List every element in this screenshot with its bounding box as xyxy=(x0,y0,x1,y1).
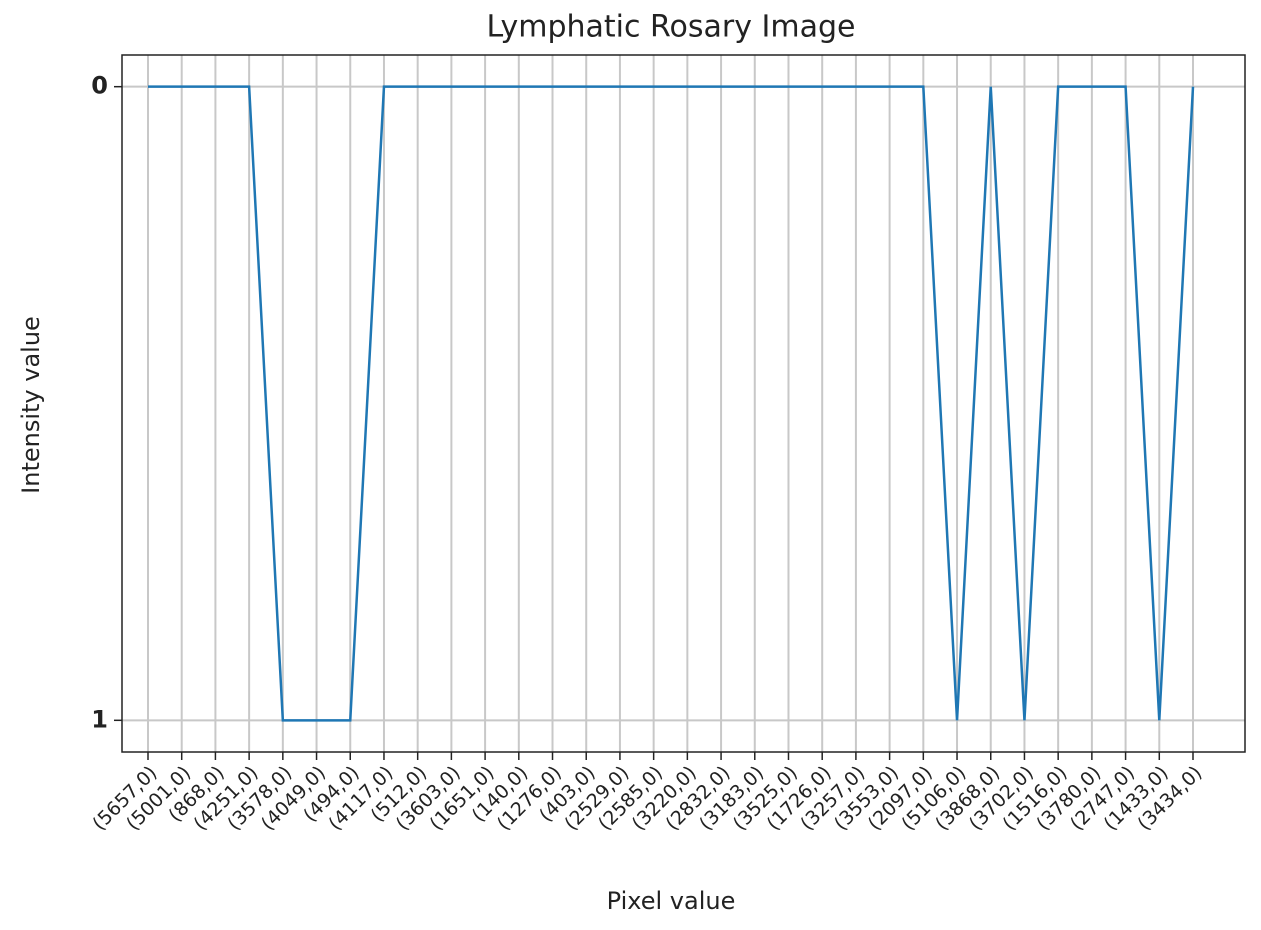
plot-frame xyxy=(121,54,1246,753)
y-axis-label: Intensity value xyxy=(17,316,45,494)
data-line xyxy=(148,85,1195,722)
y-tick-label: 0 xyxy=(91,72,108,100)
chart-title: Lymphatic Rosary Image xyxy=(487,10,856,45)
x-axis-label: Pixel value xyxy=(607,887,736,915)
y-tick-label: 1 xyxy=(91,705,108,733)
